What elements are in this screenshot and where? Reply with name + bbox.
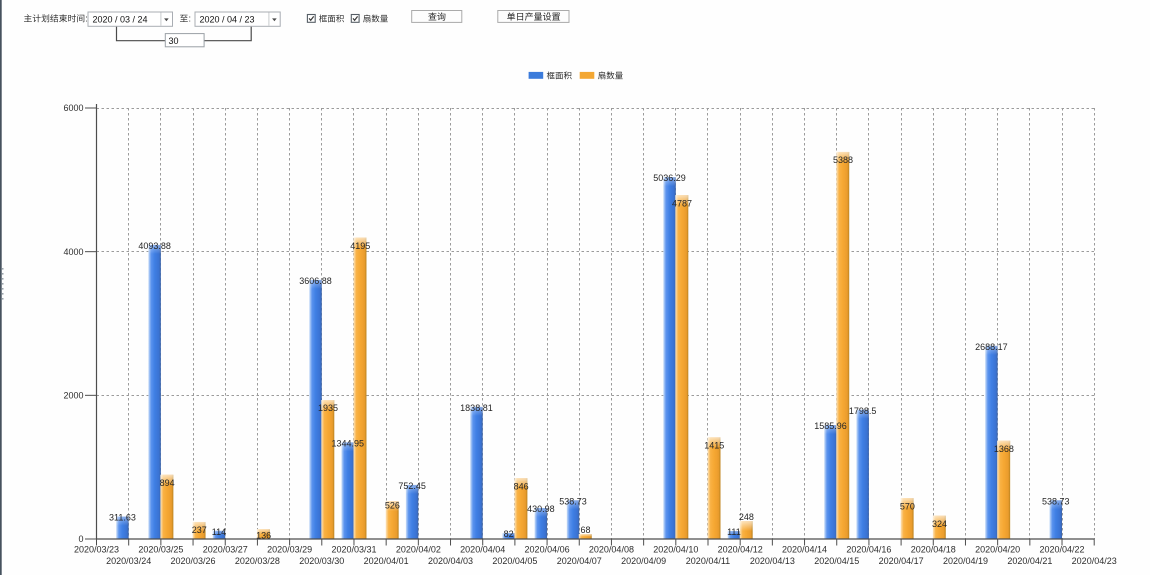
svg-text::: : <box>85 13 88 23</box>
svg-text:2020 / 04 / 23: 2020 / 04 / 23 <box>200 14 255 24</box>
svg-text:430.98: 430.98 <box>527 504 555 514</box>
svg-text:2020/04/18: 2020/04/18 <box>911 545 956 555</box>
svg-text:2020/04/21: 2020/04/21 <box>1007 556 1052 566</box>
svg-text:136: 136 <box>256 530 271 540</box>
svg-text:570: 570 <box>900 501 915 511</box>
svg-text:2020/04/20: 2020/04/20 <box>975 545 1020 555</box>
svg-text:2020/04/23: 2020/04/23 <box>1072 556 1117 566</box>
svg-text:846: 846 <box>514 481 529 491</box>
svg-text:0: 0 <box>78 534 83 544</box>
svg-text:114: 114 <box>212 527 226 537</box>
svg-text:1838.81: 1838.81 <box>460 403 493 413</box>
svg-text:2020/04/08: 2020/04/08 <box>589 545 634 555</box>
svg-text:2020/04/09: 2020/04/09 <box>621 556 666 566</box>
svg-text:1344.95: 1344.95 <box>331 438 364 448</box>
svg-text:2020/04/02: 2020/04/02 <box>396 545 441 555</box>
svg-text:2020/03/27: 2020/03/27 <box>203 545 248 555</box>
svg-text:2020/04/05: 2020/04/05 <box>492 556 537 566</box>
svg-text:538.73: 538.73 <box>1042 496 1070 506</box>
svg-text:3606.88: 3606.88 <box>299 276 332 286</box>
svg-text:2020/04/04: 2020/04/04 <box>460 545 505 555</box>
svg-text:4000: 4000 <box>63 247 83 257</box>
svg-text:82: 82 <box>504 529 514 539</box>
svg-text:2020/04/22: 2020/04/22 <box>1039 545 1084 555</box>
svg-text:2020/03/24: 2020/03/24 <box>106 556 151 566</box>
svg-text::: : <box>189 13 192 23</box>
svg-text:237: 237 <box>192 525 207 535</box>
svg-text:2020/03/23: 2020/03/23 <box>74 545 119 555</box>
svg-text:324: 324 <box>932 519 947 529</box>
svg-text:2020/04/07: 2020/04/07 <box>557 556 602 566</box>
svg-text:1935: 1935 <box>318 403 338 413</box>
svg-text:248: 248 <box>739 512 754 522</box>
svg-text:5388: 5388 <box>833 155 853 165</box>
svg-text:2020/03/30: 2020/03/30 <box>299 556 344 566</box>
svg-text:2020/04/17: 2020/04/17 <box>879 556 924 566</box>
svg-text:2020/03/31: 2020/03/31 <box>331 545 376 555</box>
svg-text:2020/03/25: 2020/03/25 <box>138 545 183 555</box>
svg-text:1415: 1415 <box>704 441 724 451</box>
svg-text:311.63: 311.63 <box>109 513 136 523</box>
svg-text:4787: 4787 <box>672 198 692 208</box>
svg-text:2688.17: 2688.17 <box>975 342 1008 352</box>
svg-text:526: 526 <box>385 501 400 511</box>
svg-text:2020 / 03 / 24: 2020 / 03 / 24 <box>93 14 148 24</box>
svg-text:6000: 6000 <box>63 103 83 113</box>
svg-text:2020/04/13: 2020/04/13 <box>750 556 795 566</box>
svg-text:2020/04/03: 2020/04/03 <box>428 556 473 566</box>
svg-text:752.45: 752.45 <box>398 481 426 491</box>
svg-text:4093.88: 4093.88 <box>138 241 171 251</box>
svg-text:2020/04/16: 2020/04/16 <box>846 545 891 555</box>
svg-text:2020/04/01: 2020/04/01 <box>364 556 409 566</box>
svg-text:1368: 1368 <box>994 444 1014 454</box>
svg-text:2020/03/26: 2020/03/26 <box>171 556 216 566</box>
svg-text:2020/04/19: 2020/04/19 <box>943 556 988 566</box>
svg-text:538.73: 538.73 <box>559 496 587 506</box>
svg-text:2020/04/10: 2020/04/10 <box>653 545 698 555</box>
svg-text:4195: 4195 <box>350 241 370 251</box>
svg-text:2000: 2000 <box>63 391 83 401</box>
svg-text:2020/04/15: 2020/04/15 <box>814 556 859 566</box>
svg-text:1585.96: 1585.96 <box>814 421 847 431</box>
svg-text:894: 894 <box>160 478 175 488</box>
svg-text:2020/04/11: 2020/04/11 <box>686 556 730 566</box>
svg-text:2020/04/06: 2020/04/06 <box>525 545 570 555</box>
svg-text:2020/03/29: 2020/03/29 <box>267 545 312 555</box>
svg-text:1798.5: 1798.5 <box>849 406 877 416</box>
svg-text:2020/04/12: 2020/04/12 <box>718 545 763 555</box>
svg-text:2020/04/14: 2020/04/14 <box>782 545 827 555</box>
svg-text:111: 111 <box>727 527 741 537</box>
svg-text:30: 30 <box>169 36 179 46</box>
svg-text:2020/03/28: 2020/03/28 <box>235 556 280 566</box>
svg-text:5036.29: 5036.29 <box>653 173 686 183</box>
svg-text:68: 68 <box>581 525 591 535</box>
